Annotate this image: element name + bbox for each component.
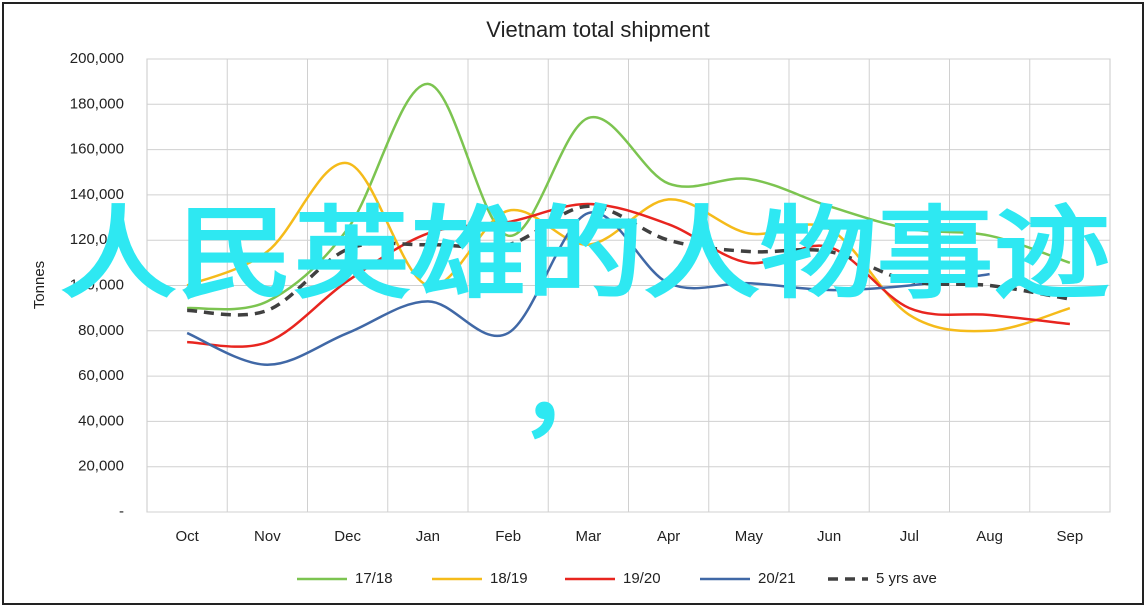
legend-label: 18/19: [490, 570, 528, 587]
legend-label: 20/21: [758, 570, 796, 587]
series-line: [187, 82, 1071, 311]
y-tick-label: -: [119, 503, 124, 520]
overlay-text: 人民英雄的人物事迹: [60, 198, 1110, 310]
y-axis-label: Tonnes: [31, 261, 48, 309]
y-tick-label: 80,000: [78, 322, 124, 339]
x-tick-label: Jun: [817, 528, 841, 545]
series-line: [186, 161, 1071, 333]
y-tick-label: 20,000: [78, 458, 124, 475]
legend-label: 17/18: [355, 570, 393, 587]
overlay-text: ，: [520, 336, 620, 448]
x-tick-label: Feb: [495, 528, 521, 545]
x-tick-label: Mar: [575, 528, 601, 545]
x-tick-label: Aug: [976, 528, 1003, 545]
x-tick-label: May: [735, 528, 764, 545]
x-tick-label: Sep: [1057, 528, 1084, 545]
y-tick-label: 60,000: [78, 367, 124, 384]
y-tick-label: 140,000: [70, 186, 124, 203]
series-line: [186, 211, 990, 367]
x-tick-label: Dec: [334, 528, 361, 545]
x-tick-label: Jul: [900, 528, 919, 545]
y-tick-label: 160,000: [70, 141, 124, 158]
x-tick-label: Oct: [175, 528, 199, 545]
y-tick-label: 40,000: [78, 412, 124, 429]
legend-label: 5 yrs ave: [876, 570, 937, 587]
y-tick-label: 200,000: [70, 50, 124, 67]
legend-label: 19/20: [623, 570, 661, 587]
y-tick-label: 180,000: [70, 95, 124, 112]
series-line: [187, 202, 1071, 348]
y-tick-label: 120,000: [70, 231, 124, 248]
x-tick-label: Apr: [657, 528, 680, 545]
chart-title: Vietnam total shipment: [486, 17, 709, 42]
x-tick-label: Nov: [254, 528, 281, 545]
y-tick-label: 100,000: [70, 276, 124, 293]
x-tick-label: Jan: [416, 528, 440, 545]
